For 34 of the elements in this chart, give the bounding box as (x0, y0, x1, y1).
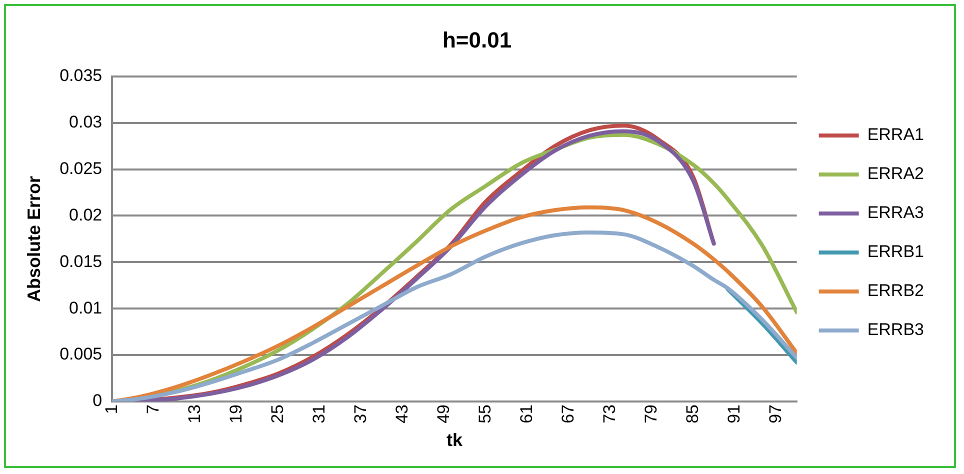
y-tick-label: 0 (92, 391, 102, 410)
legend-label: ERRB2 (867, 281, 924, 300)
y-tick-label: 0.015 (60, 252, 102, 271)
x-axis-title: tk (446, 430, 464, 450)
y-tick-label: 0.025 (60, 158, 102, 178)
x-tick-label: 85 (682, 404, 702, 424)
x-tick-label: 61 (516, 404, 536, 424)
y-axis-title: Absolute Error (24, 176, 44, 302)
x-tick-label: 31 (309, 404, 328, 424)
y-tick-label: 0.01 (69, 298, 102, 318)
legend-label: ERRA1 (867, 125, 924, 144)
x-tick-label: 73 (600, 404, 619, 424)
x-tick-label: 19 (226, 404, 246, 424)
legend-label: ERRA3 (867, 203, 924, 222)
x-tick-label: 91 (724, 404, 744, 424)
x-tick-label: 55 (475, 404, 494, 424)
y-tick-label: 0.03 (69, 112, 102, 132)
x-tick-label: 37 (350, 404, 370, 424)
chart-title: h=0.01 (442, 27, 512, 52)
x-tick-label: 7 (143, 404, 162, 414)
x-tick-label: 79 (641, 404, 660, 424)
x-tick-label: 43 (392, 404, 412, 424)
legend-label: ERRA2 (867, 164, 924, 184)
x-tick-label: 49 (434, 404, 453, 424)
legend-label: ERRB1 (867, 242, 924, 262)
y-tick-label: 0.035 (60, 66, 102, 86)
x-tick-label: 13 (184, 404, 204, 424)
x-tick-label: 25 (268, 404, 287, 424)
y-tick-label: 0.02 (69, 205, 102, 224)
y-tick-label: 0.005 (60, 344, 102, 364)
x-tick-label: 97 (766, 404, 785, 424)
x-tick-label: 1 (102, 404, 121, 414)
legend-label: ERRB3 (867, 320, 924, 340)
x-tick-label: 67 (558, 404, 578, 424)
